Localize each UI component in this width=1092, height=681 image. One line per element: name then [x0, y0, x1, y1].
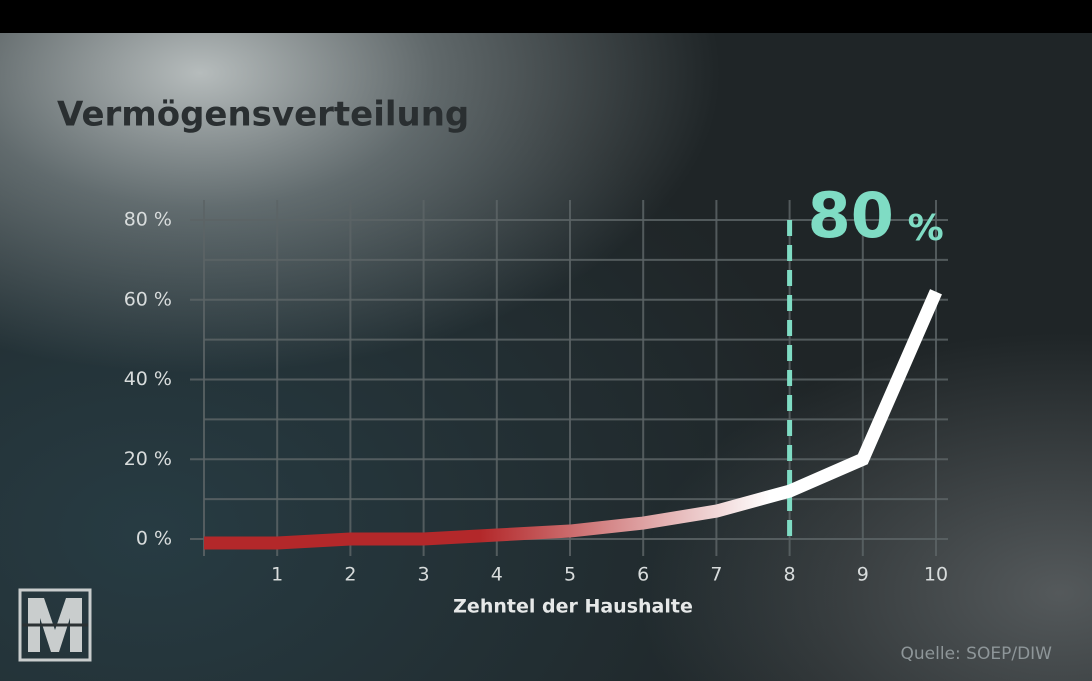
- source: Quelle: SOEP/DIW: [901, 644, 1053, 664]
- y-tick-label: 80 %: [124, 209, 172, 231]
- logo-m: [28, 598, 82, 652]
- x-tick-label: 8: [784, 564, 796, 586]
- annotation-unit: %: [908, 208, 944, 249]
- x-tick-label: 4: [491, 564, 503, 586]
- x-tick-label: 9: [857, 564, 869, 586]
- x-tick-label: 7: [710, 564, 722, 586]
- annotation-value: 80: [808, 179, 894, 252]
- x-tick-label: 3: [418, 564, 430, 586]
- logo-frame: [18, 588, 92, 662]
- logo: [18, 588, 92, 662]
- x-tick-label: 2: [344, 564, 356, 586]
- y-tick-label: 60 %: [124, 288, 172, 310]
- x-tick-label: 5: [564, 564, 576, 586]
- x-axis-label: Zehntel der Haushalte: [453, 596, 693, 618]
- chart-title: Vermögensverteilung: [57, 95, 469, 135]
- x-tick-label: 6: [637, 564, 649, 586]
- y-tick-label: 40 %: [124, 368, 172, 390]
- y-tick-label: 0 %: [136, 528, 172, 550]
- line: [204, 289, 942, 550]
- x-tick-label: 1: [271, 564, 283, 586]
- y-tick-label: 20 %: [124, 448, 172, 470]
- x-tick-label: 10: [924, 564, 948, 586]
